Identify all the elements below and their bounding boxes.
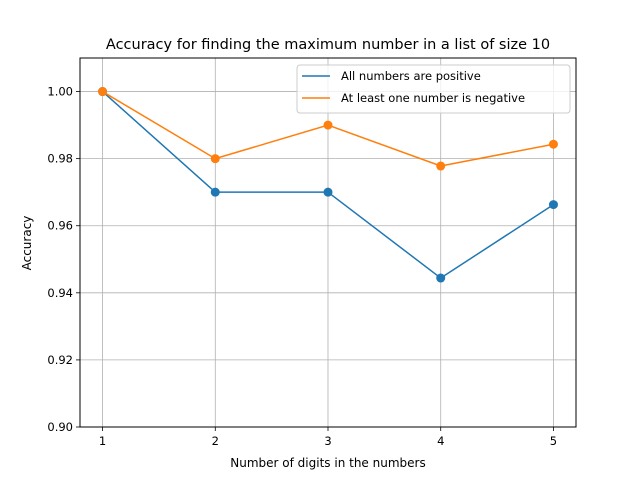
- data-point: [548, 200, 558, 210]
- data-point: [323, 187, 333, 197]
- chart-title: Accuracy for finding the maximum number …: [106, 37, 550, 53]
- legend: All numbers are positive At least one num…: [296, 64, 571, 114]
- y-tick-label: 0.98: [47, 152, 73, 166]
- data-point: [210, 154, 220, 164]
- y-tick-label: 0.96: [47, 219, 73, 233]
- data-point: [436, 273, 446, 283]
- y-axis-ticks: 0.90 0.92 0.94 0.96 0.98 1.00: [47, 85, 80, 434]
- x-tick-label: 3: [324, 434, 331, 448]
- y-tick-label: 0.94: [47, 286, 73, 300]
- data-point: [98, 87, 108, 97]
- data-point: [548, 139, 558, 149]
- series-layer: [98, 87, 558, 283]
- legend-label: All numbers are positive: [341, 69, 481, 83]
- data-point: [323, 120, 333, 130]
- y-tick-label: 0.92: [47, 353, 73, 367]
- data-point: [210, 187, 220, 197]
- x-tick-label: 5: [550, 434, 557, 448]
- x-tick-label: 4: [437, 434, 444, 448]
- data-point: [436, 161, 446, 171]
- y-tick-label: 0.90: [47, 420, 73, 434]
- series-2: [98, 87, 558, 171]
- y-tick-label: 1.00: [47, 85, 73, 99]
- x-axis-ticks: 1 2 3 4 5: [99, 427, 557, 448]
- x-tick-label: 1: [99, 434, 106, 448]
- legend-box: [296, 64, 571, 114]
- legend-label: At least one number is negative: [341, 91, 525, 105]
- y-axis-label: Accuracy: [20, 216, 34, 271]
- x-axis-label: Number of digits in the numbers: [230, 456, 425, 470]
- x-tick-label: 2: [212, 434, 219, 448]
